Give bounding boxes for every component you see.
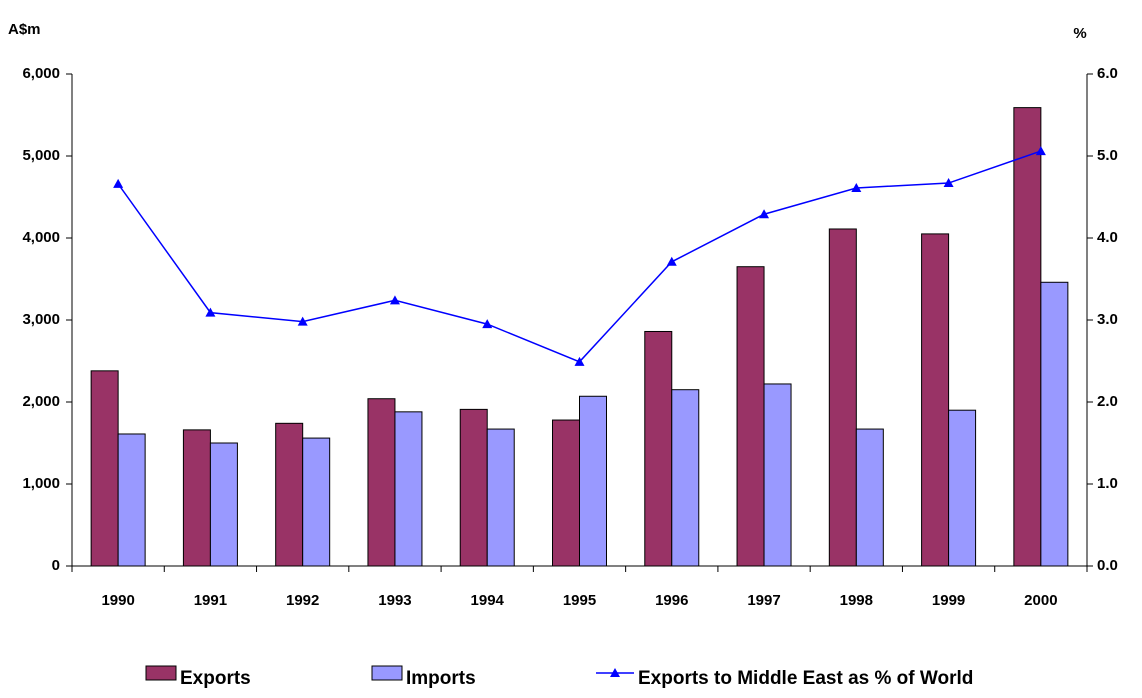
marker (943, 178, 954, 188)
y2-tick-label: 1.0 (1097, 475, 1118, 492)
bar (1013, 107, 1042, 567)
bar (459, 408, 488, 567)
y-tick-label: 4,000 (22, 229, 60, 246)
legend-marker (610, 668, 620, 677)
y-tick-label: 5,000 (22, 147, 60, 164)
y-tick-label: 0 (52, 557, 60, 574)
marker (574, 356, 585, 366)
marker (851, 182, 862, 192)
bar (644, 330, 673, 567)
bar (671, 389, 700, 567)
x-tick-label: 1995 (563, 592, 596, 609)
marker (759, 209, 770, 219)
x-tick-label: 1996 (655, 592, 688, 609)
bar (117, 433, 146, 567)
x-tick-label: 1990 (101, 592, 134, 609)
marker (205, 307, 216, 317)
y-axis-label: A$m (8, 21, 41, 38)
bar (367, 398, 396, 567)
bar (275, 422, 304, 567)
legend-label: Exports (180, 668, 251, 689)
bar (579, 395, 607, 567)
bar (90, 370, 119, 567)
x-tick-label: 1992 (286, 592, 319, 609)
y2-tick-label: 6.0 (1097, 65, 1118, 82)
bar (736, 266, 765, 567)
marker (1035, 146, 1046, 156)
y-tick-label: 6,000 (22, 65, 60, 82)
bar (552, 419, 580, 567)
y2-tick-label: 4.0 (1097, 229, 1118, 246)
line (117, 150, 1042, 363)
marker (666, 256, 677, 266)
legend-swatch (371, 665, 403, 681)
y2-tick-label: 3.0 (1097, 311, 1118, 328)
x-tick-label: 1991 (194, 592, 227, 609)
y-tick-label: 3,000 (22, 311, 60, 328)
x-tick-label: 1998 (840, 592, 873, 609)
x-tick-label: 2000 (1024, 592, 1057, 609)
bar (302, 437, 331, 567)
y2-tick-label: 5.0 (1097, 147, 1118, 164)
bar (1040, 281, 1069, 567)
bar (209, 442, 238, 567)
bar (182, 429, 211, 567)
y2-tick-label: 0.0 (1097, 557, 1118, 574)
bar (948, 409, 977, 567)
x-tick-label: 1999 (932, 592, 965, 609)
legend-swatch (145, 665, 177, 681)
legend-label: Imports (406, 668, 476, 689)
bar (855, 428, 884, 567)
bar (763, 383, 792, 567)
y2-tick-label: 2.0 (1097, 393, 1118, 410)
bar (394, 411, 423, 567)
marker (297, 316, 308, 326)
y2-axis-label: % (1073, 25, 1086, 42)
bar (921, 233, 950, 567)
marker (389, 295, 400, 305)
legend-label: Exports to Middle East as % of World (638, 668, 973, 689)
bar (486, 428, 515, 567)
marker (113, 178, 124, 188)
marker (482, 319, 493, 329)
y-tick-label: 2,000 (22, 393, 60, 410)
x-tick-label: 1994 (471, 592, 505, 609)
x-tick-label: 1993 (378, 592, 411, 609)
y-tick-label: 1,000 (22, 475, 60, 492)
bar (828, 228, 857, 567)
x-tick-label: 1997 (747, 592, 780, 609)
